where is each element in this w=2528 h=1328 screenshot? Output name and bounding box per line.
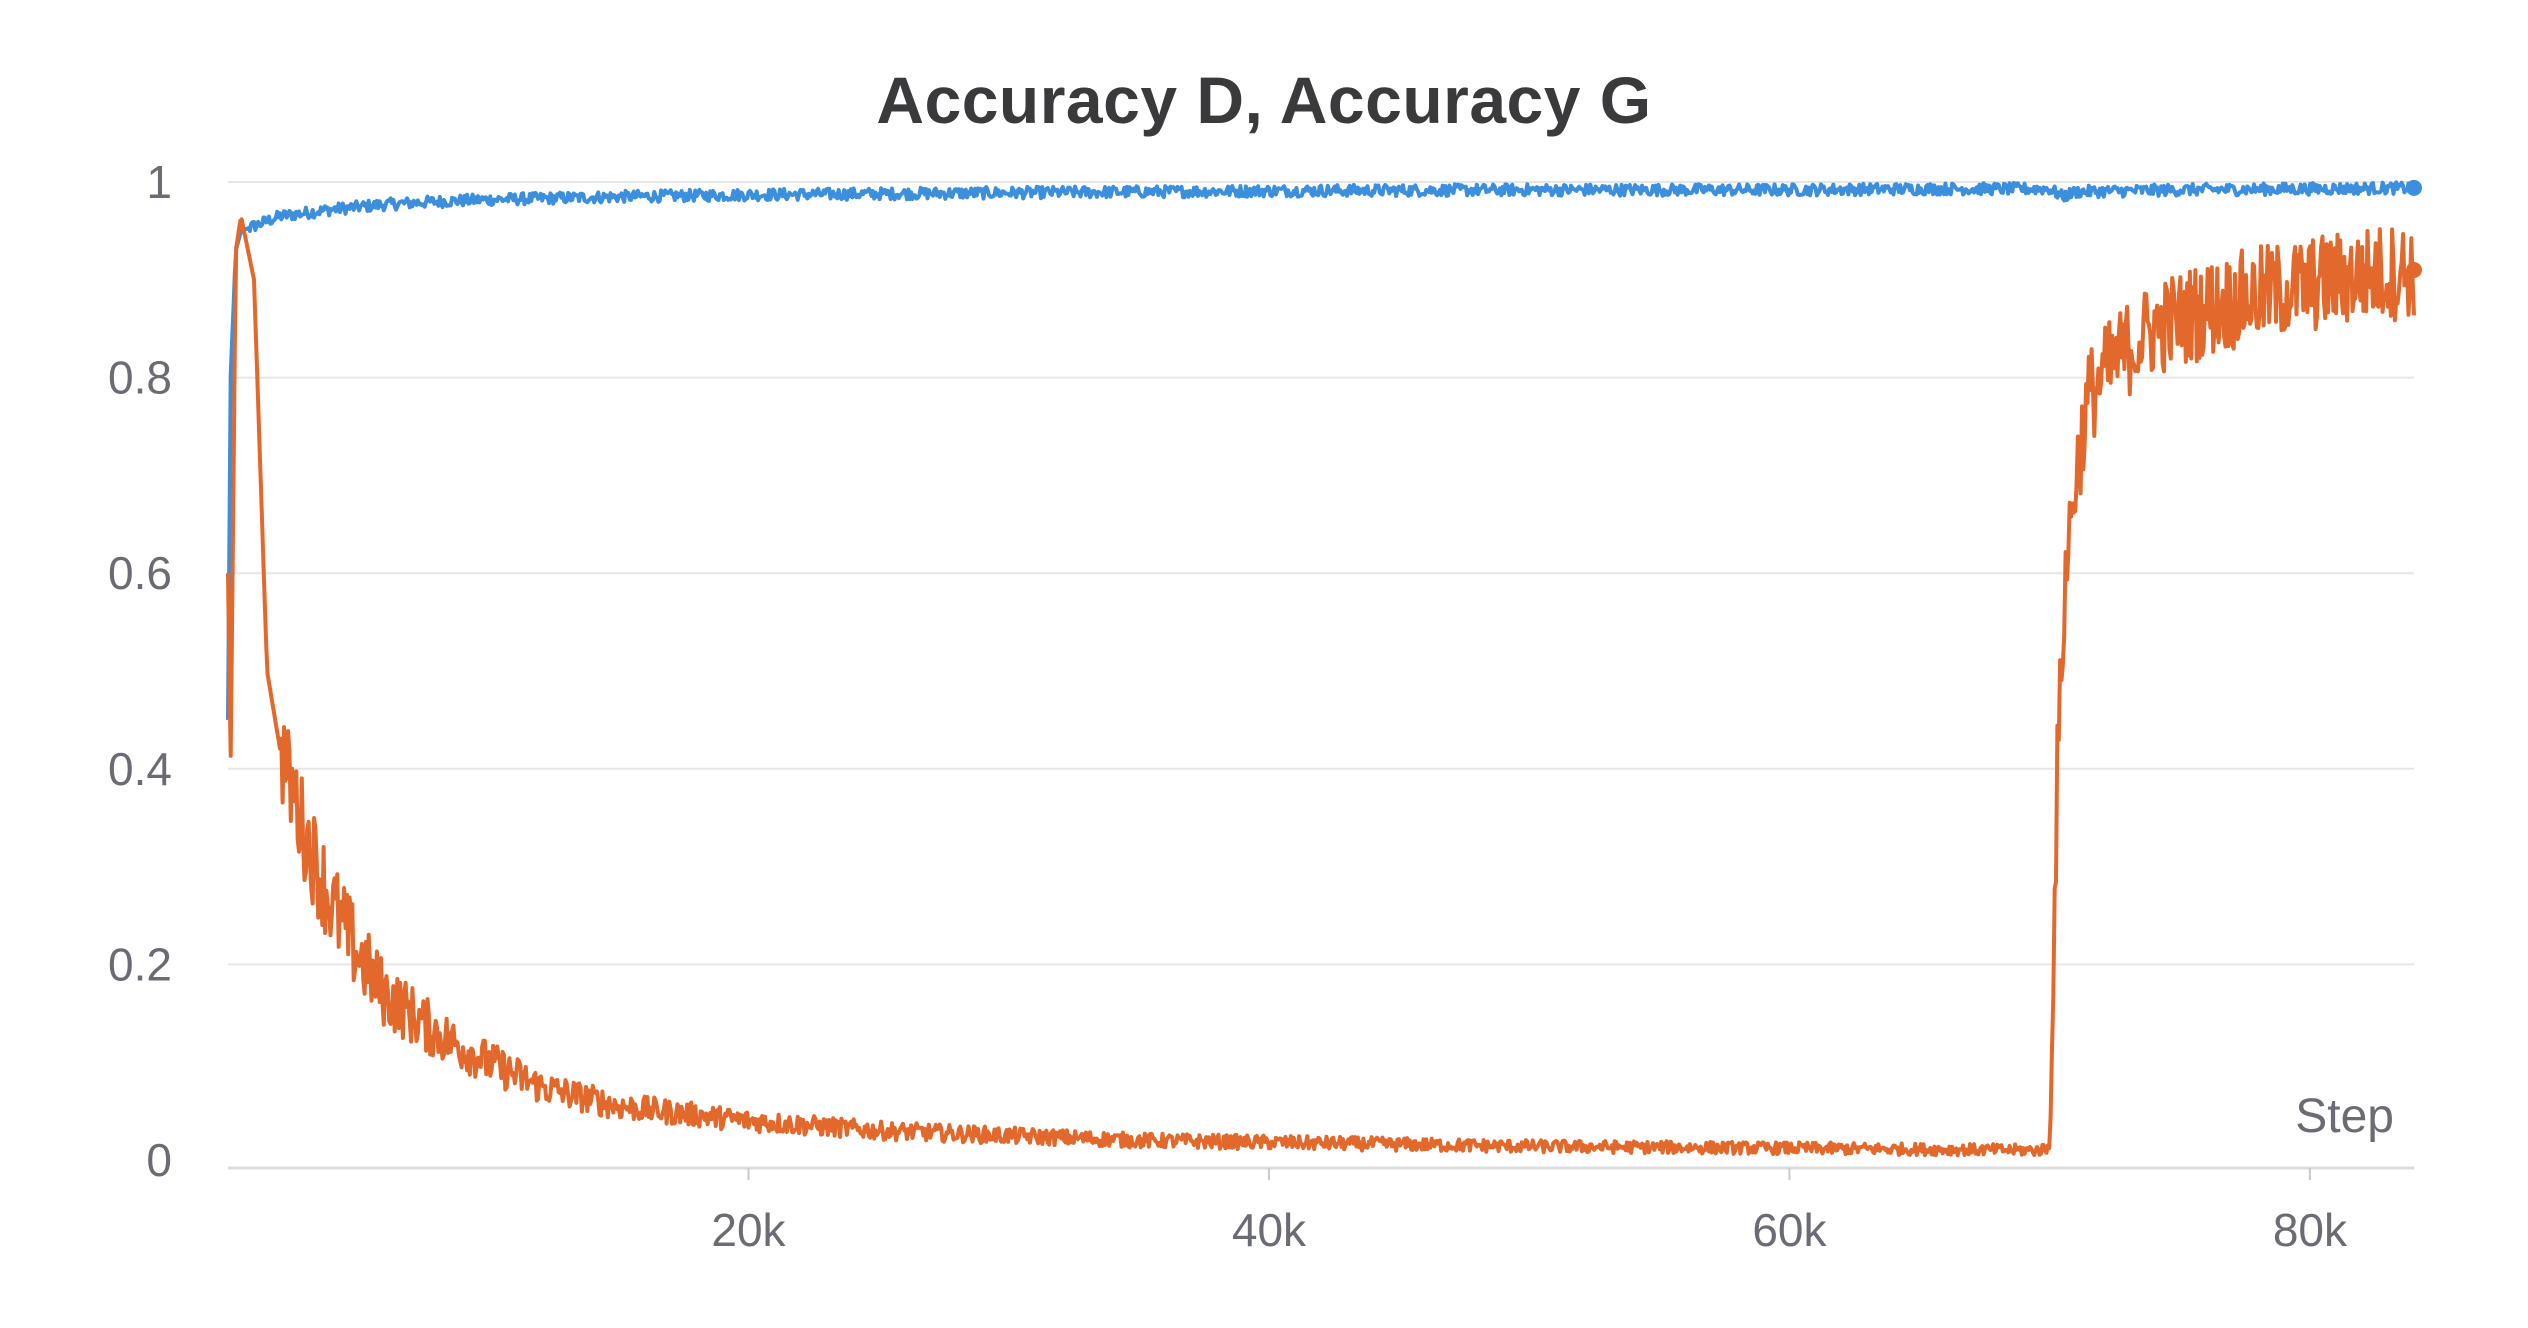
x-tick-label: 60k bbox=[1752, 1204, 1827, 1256]
series-line bbox=[226, 217, 2416, 1158]
y-tick-label: 0 bbox=[146, 1134, 172, 1186]
series-end-point bbox=[2406, 262, 2422, 279]
y-tick-label: 1 bbox=[146, 156, 172, 208]
series-line bbox=[226, 180, 2416, 720]
grid bbox=[228, 181, 2414, 966]
y-tick-label: 0.6 bbox=[108, 547, 172, 599]
x-tick-label: 20k bbox=[711, 1204, 786, 1256]
series-end-point bbox=[2406, 179, 2422, 196]
y-tick-label: 0.2 bbox=[108, 938, 172, 990]
chart-title: Accuracy D, Accuracy G bbox=[876, 63, 1652, 137]
series-group bbox=[226, 179, 2422, 1158]
axes: 0 0.2 0.4 0.6 0.8 1 20k 40k 60k 80k bbox=[108, 156, 2414, 1256]
x-tick-label: 80k bbox=[2273, 1204, 2348, 1256]
y-tick-label: 0.4 bbox=[108, 743, 172, 795]
x-tick-label: 40k bbox=[1232, 1204, 1307, 1256]
y-tick-label: 0.8 bbox=[108, 352, 172, 404]
x-axis-title: Step bbox=[2295, 1090, 2394, 1143]
